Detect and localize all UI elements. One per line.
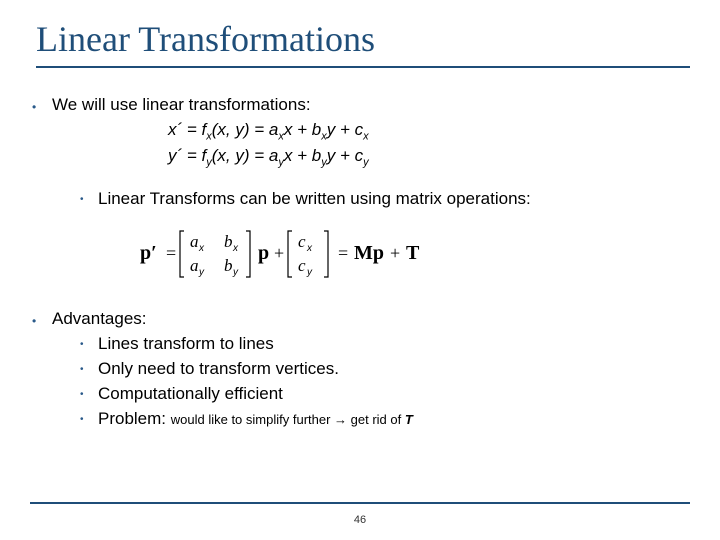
bullet-icon: • [30,308,52,329]
sub-bullet-text: Linear Transforms can be written using m… [98,188,531,211]
advantages-label: Advantages: [52,308,147,331]
svg-text:c: c [298,232,306,251]
adv-text: Only need to transform vertices. [98,358,339,381]
adv4-T: T [405,412,413,427]
svg-text:p′: p′ [140,242,157,264]
page-number: 46 [0,514,720,526]
adv-item-2: • Only need to transform vertices. [78,358,690,381]
footer-rule [30,502,690,504]
bullet-icon: • [78,188,98,207]
svg-text:y: y [198,267,205,278]
slide-body: • We will use linear transformations: x´… [30,94,690,431]
slide-title: Linear Transformations [36,18,690,68]
svg-text:x: x [198,243,205,254]
bullet-advantages: • Advantages: [30,308,690,331]
svg-text:b: b [224,232,233,251]
adv-item-3: • Computationally efficient [78,383,690,406]
svg-text:y: y [232,267,239,278]
svg-text:c: c [298,256,306,275]
bullet-icon: • [78,358,98,377]
adv-item-1: • Lines transform to lines [78,333,690,356]
matrix-equation: p′ = ax bx ay by p + cx cy = Mp + T [140,225,690,290]
svg-text:x: x [232,243,239,254]
svg-text:=: = [338,243,348,263]
svg-text:T: T [406,242,420,264]
svg-text:+: + [274,243,284,263]
svg-text:b: b [224,256,233,275]
svg-text:=: = [166,243,176,263]
svg-text:y: y [306,267,313,278]
adv4-note2: get rid of [351,412,405,427]
svg-text:p: p [258,242,269,264]
bullet-icon: • [78,383,98,402]
intro-text: We will use linear transformations: [52,94,311,117]
adv4-note1: would like to simplify further [171,412,331,427]
sub-bullet-matrix: • Linear Transforms can be written using… [78,188,690,211]
adv-item-4: • Problem: would like to simplify furthe… [78,408,690,431]
equation-block: x´ = fx(x, y) = axx + bxy + cx y´ = fy(x… [168,119,690,170]
adv-text: Computationally efficient [98,383,283,406]
svg-text:Mp: Mp [354,242,384,264]
adv-text: Problem: would like to simplify further … [98,408,413,431]
svg-text:x: x [306,243,313,254]
equation-x: x´ = fx(x, y) = axx + bxy + cx [168,119,690,144]
arrow-icon: → [330,412,350,427]
bullet-icon: • [78,408,98,427]
equation-y: y´ = fy(x, y) = ayx + byy + cy [168,145,690,170]
adv4-prefix: Problem: [98,409,171,428]
svg-text:a: a [190,256,199,275]
svg-text:a: a [190,232,199,251]
advantages-block: • Advantages: • Lines transform to lines… [30,308,690,431]
adv-text: Lines transform to lines [98,333,274,356]
svg-text:+: + [390,243,400,263]
bullet-icon: • [30,94,52,115]
bullet-icon: • [78,333,98,352]
bullet-intro: • We will use linear transformations: [30,94,690,117]
